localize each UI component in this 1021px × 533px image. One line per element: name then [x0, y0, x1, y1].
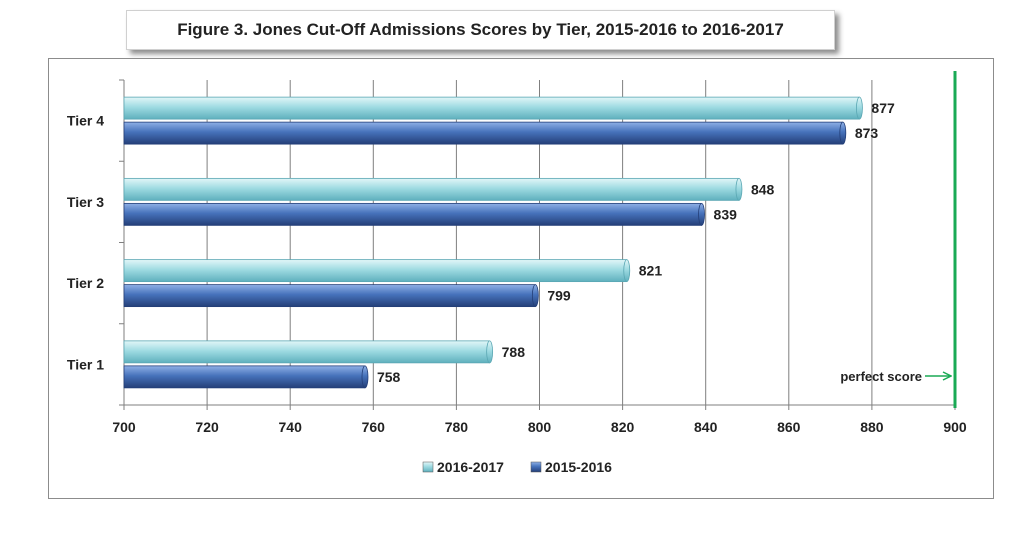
- data-label-1-0: 848: [751, 181, 775, 197]
- x-tick-label-800: 800: [528, 419, 552, 435]
- legend-swatch-0: [422, 461, 434, 473]
- bar-cap-1-1: [698, 202, 705, 226]
- x-tick-label-780: 780: [445, 419, 469, 435]
- bar-2-0: [123, 259, 628, 283]
- bar-0-1: [123, 121, 844, 145]
- x-tick-label-740: 740: [279, 419, 303, 435]
- category-label-1: Tier 3: [67, 194, 104, 210]
- bar-1-1: [123, 202, 702, 226]
- data-label-3-0: 788: [502, 344, 526, 360]
- bar-3-1: [123, 365, 366, 389]
- x-tick-label-700: 700: [112, 419, 136, 435]
- bar-cap-1-0: [735, 177, 743, 201]
- legend-label-0: 2016-2017: [437, 459, 504, 475]
- x-tick-label-720: 720: [195, 419, 219, 435]
- chart-title-box: Figure 3. Jones Cut-Off Admissions Score…: [126, 10, 835, 50]
- bar-3-0: [123, 340, 491, 364]
- bar-cap-0-1: [839, 121, 847, 145]
- data-label-3-1: 758: [377, 369, 401, 385]
- x-tick-label-900: 900: [943, 419, 967, 435]
- bar-cap-2-1: [531, 284, 539, 308]
- bar-cap-2-0: [623, 259, 631, 283]
- x-tick-label-820: 820: [611, 419, 635, 435]
- bar-cap-3-1: [361, 365, 369, 389]
- bar-cap-0-0: [856, 96, 863, 120]
- bar-1-0: [123, 177, 740, 201]
- x-tick-label-860: 860: [777, 419, 801, 435]
- bar-cap-3-0: [486, 340, 494, 364]
- perfect-score-label: perfect score: [840, 369, 922, 384]
- category-label-2: Tier 2: [67, 275, 104, 291]
- bar-0-0: [123, 96, 860, 120]
- data-label-0-0: 877: [871, 100, 895, 116]
- category-label-3: Tier 1: [67, 356, 104, 372]
- data-label-2-0: 821: [639, 263, 663, 279]
- legend-label-1: 2015-2016: [545, 459, 612, 475]
- legend-swatch-1: [530, 461, 542, 473]
- x-tick-label-840: 840: [694, 419, 718, 435]
- data-label-1-1: 839: [714, 206, 738, 222]
- data-label-2-1: 799: [547, 288, 571, 304]
- chart-title: Figure 3. Jones Cut-Off Admissions Score…: [177, 20, 784, 39]
- x-tick-label-760: 760: [362, 419, 386, 435]
- x-tick-label-880: 880: [860, 419, 884, 435]
- category-label-0: Tier 4: [67, 113, 104, 129]
- data-label-0-1: 873: [855, 125, 879, 141]
- bar-2-1: [123, 284, 536, 308]
